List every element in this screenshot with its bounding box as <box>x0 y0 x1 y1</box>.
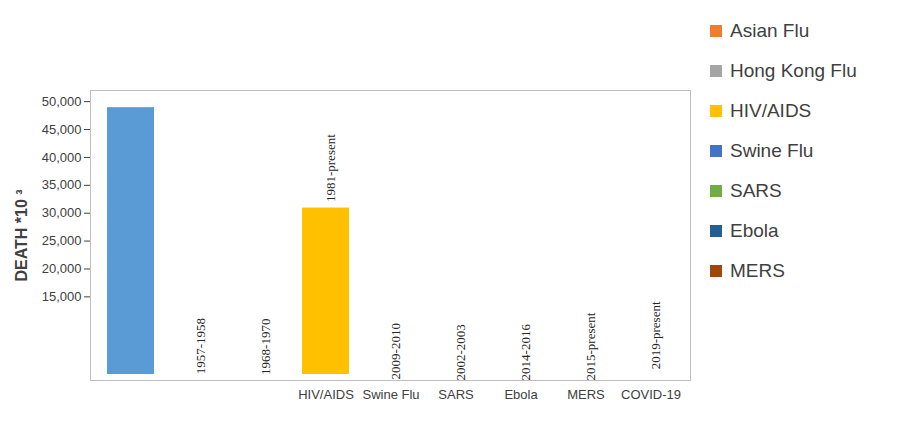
svg-text:1957-1958: 1957-1958 <box>193 318 208 374</box>
svg-text:MERS: MERS <box>567 387 605 402</box>
svg-text:1981-present: 1981-present <box>323 134 338 202</box>
svg-text:2015-present: 2015-present <box>583 312 598 380</box>
svg-text:40,000: 40,000 <box>42 150 82 165</box>
html-text:Ebola: Ebola <box>730 220 779 241</box>
svg-text:20,000: 20,000 <box>42 261 82 276</box>
svg-text:SARS: SARS <box>438 387 474 402</box>
html-text:MERS: MERS <box>730 260 785 281</box>
svg-text:15,000: 15,000 <box>42 289 82 304</box>
svg-text:30,000: 30,000 <box>42 205 82 220</box>
svg-text:Ebola: Ebola <box>504 387 538 402</box>
svg-text:1968-1970: 1968-1970 <box>258 319 273 375</box>
svg-text:50,000: 50,000 <box>42 94 82 109</box>
svg-text:HIV/AIDS: HIV/AIDS <box>298 387 354 402</box>
svg-text:COVID-19: COVID-19 <box>621 387 681 402</box>
html-text:Asian Flu: Asian Flu <box>730 20 810 41</box>
svg-text:25,000: 25,000 <box>42 233 82 248</box>
svg-text:45,000: 45,000 <box>42 122 82 137</box>
svg-text:2014-2016: 2014-2016 <box>518 324 533 381</box>
svg-text:Swine Flu: Swine Flu <box>362 387 419 402</box>
html-text:Swine Flu: Swine Flu <box>730 140 814 161</box>
svg-text:2019-present: 2019-present <box>648 301 663 369</box>
html-text:SARS: SARS <box>730 180 782 201</box>
svg-text:35,000: 35,000 <box>42 177 82 192</box>
svg-text:DEATH *10 ³: DEATH *10 ³ <box>13 189 30 281</box>
svg-text:2009-2010: 2009-2010 <box>388 323 403 379</box>
html-text:HIV/AIDS: HIV/AIDS <box>730 100 812 121</box>
svg-text:2002-2003: 2002-2003 <box>453 324 468 380</box>
html-text:Hong Kong Flu: Hong Kong Flu <box>730 60 857 81</box>
